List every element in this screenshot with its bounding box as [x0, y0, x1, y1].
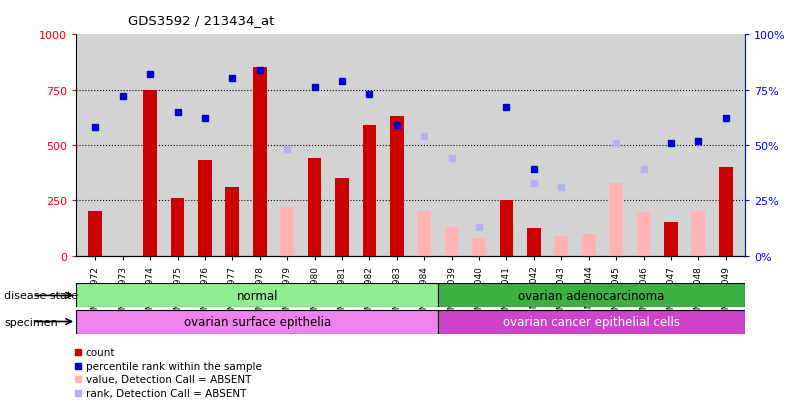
Bar: [472, 238, 486, 256]
Bar: [253, 68, 267, 256]
Text: count: count: [86, 347, 115, 357]
FancyBboxPatch shape: [438, 284, 745, 308]
Bar: [280, 207, 294, 256]
Bar: [554, 236, 568, 256]
Text: ovarian cancer epithelial cells: ovarian cancer epithelial cells: [503, 315, 680, 328]
FancyBboxPatch shape: [76, 310, 438, 334]
Bar: [527, 228, 541, 256]
Text: ovarian surface epithelia: ovarian surface epithelia: [183, 315, 331, 328]
FancyBboxPatch shape: [76, 284, 438, 308]
Bar: [143, 90, 157, 256]
Text: percentile rank within the sample: percentile rank within the sample: [86, 361, 262, 371]
Bar: [445, 227, 458, 256]
Bar: [691, 212, 705, 256]
Bar: [582, 234, 595, 256]
Text: rank, Detection Call = ABSENT: rank, Detection Call = ABSENT: [86, 388, 246, 398]
Bar: [88, 212, 103, 256]
Bar: [363, 126, 376, 256]
Text: value, Detection Call = ABSENT: value, Detection Call = ABSENT: [86, 375, 251, 385]
Bar: [610, 183, 623, 256]
Bar: [718, 168, 733, 256]
Bar: [226, 188, 239, 256]
Bar: [417, 212, 431, 256]
Bar: [335, 179, 349, 256]
Bar: [308, 159, 321, 256]
Bar: [198, 161, 211, 256]
FancyBboxPatch shape: [438, 310, 745, 334]
Text: specimen: specimen: [4, 317, 58, 327]
Text: GDS3592 / 213434_at: GDS3592 / 213434_at: [128, 14, 275, 27]
Bar: [390, 117, 404, 256]
Bar: [637, 213, 650, 256]
Text: ovarian adenocarcinoma: ovarian adenocarcinoma: [518, 289, 665, 302]
Bar: [500, 201, 513, 256]
Text: normal: normal: [236, 289, 278, 302]
Bar: [664, 223, 678, 256]
Bar: [171, 199, 184, 256]
Text: disease state: disease state: [4, 291, 78, 301]
